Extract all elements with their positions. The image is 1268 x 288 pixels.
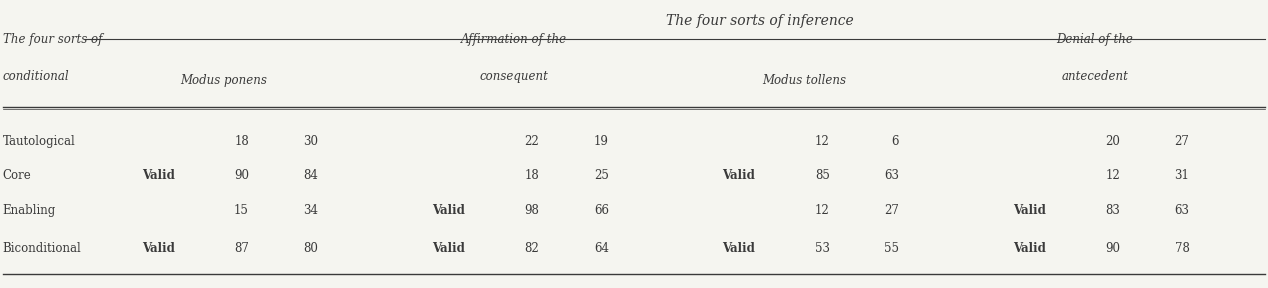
Text: Valid: Valid bbox=[432, 242, 465, 255]
Text: 22: 22 bbox=[525, 135, 539, 148]
Text: Affirmation of the: Affirmation of the bbox=[462, 33, 567, 46]
Text: 25: 25 bbox=[593, 168, 609, 181]
Text: 20: 20 bbox=[1106, 135, 1120, 148]
Text: Valid: Valid bbox=[723, 168, 756, 181]
Text: Enabling: Enabling bbox=[3, 204, 56, 217]
Text: Valid: Valid bbox=[1013, 242, 1046, 255]
Text: 18: 18 bbox=[525, 168, 539, 181]
Text: Valid: Valid bbox=[142, 242, 175, 255]
Text: Biconditional: Biconditional bbox=[3, 242, 81, 255]
Text: Valid: Valid bbox=[1013, 204, 1046, 217]
Text: antecedent: antecedent bbox=[1061, 70, 1129, 83]
Text: consequent: consequent bbox=[479, 70, 549, 83]
Text: 83: 83 bbox=[1106, 204, 1120, 217]
Text: 15: 15 bbox=[235, 204, 249, 217]
Text: Modus ponens: Modus ponens bbox=[180, 74, 268, 87]
Text: Valid: Valid bbox=[142, 168, 175, 181]
Text: 53: 53 bbox=[814, 242, 829, 255]
Text: 12: 12 bbox=[1106, 168, 1120, 181]
Text: 19: 19 bbox=[593, 135, 609, 148]
Text: conditional: conditional bbox=[3, 70, 70, 83]
Text: Tautological: Tautological bbox=[3, 135, 76, 148]
Text: The four sorts of: The four sorts of bbox=[3, 33, 103, 46]
Text: 85: 85 bbox=[815, 168, 829, 181]
Text: 34: 34 bbox=[303, 204, 318, 217]
Text: 90: 90 bbox=[235, 168, 249, 181]
Text: The four sorts of inference: The four sorts of inference bbox=[667, 14, 855, 28]
Text: 18: 18 bbox=[235, 135, 249, 148]
Text: 64: 64 bbox=[593, 242, 609, 255]
Text: 90: 90 bbox=[1104, 242, 1120, 255]
Text: 82: 82 bbox=[525, 242, 539, 255]
Text: 31: 31 bbox=[1174, 168, 1189, 181]
Text: Valid: Valid bbox=[723, 242, 756, 255]
Text: 78: 78 bbox=[1174, 242, 1189, 255]
Text: Core: Core bbox=[3, 168, 32, 181]
Text: 55: 55 bbox=[884, 242, 899, 255]
Text: 84: 84 bbox=[303, 168, 318, 181]
Text: Denial of the: Denial of the bbox=[1056, 33, 1134, 46]
Text: 80: 80 bbox=[303, 242, 318, 255]
Text: 27: 27 bbox=[884, 204, 899, 217]
Text: 12: 12 bbox=[815, 135, 829, 148]
Text: 30: 30 bbox=[303, 135, 318, 148]
Text: 6: 6 bbox=[891, 135, 899, 148]
Text: 27: 27 bbox=[1174, 135, 1189, 148]
Text: 87: 87 bbox=[235, 242, 249, 255]
Text: Valid: Valid bbox=[432, 204, 465, 217]
Text: Modus tollens: Modus tollens bbox=[762, 74, 847, 87]
Text: 12: 12 bbox=[815, 204, 829, 217]
Text: 63: 63 bbox=[884, 168, 899, 181]
Text: 98: 98 bbox=[525, 204, 539, 217]
Text: 63: 63 bbox=[1174, 204, 1189, 217]
Text: 66: 66 bbox=[593, 204, 609, 217]
